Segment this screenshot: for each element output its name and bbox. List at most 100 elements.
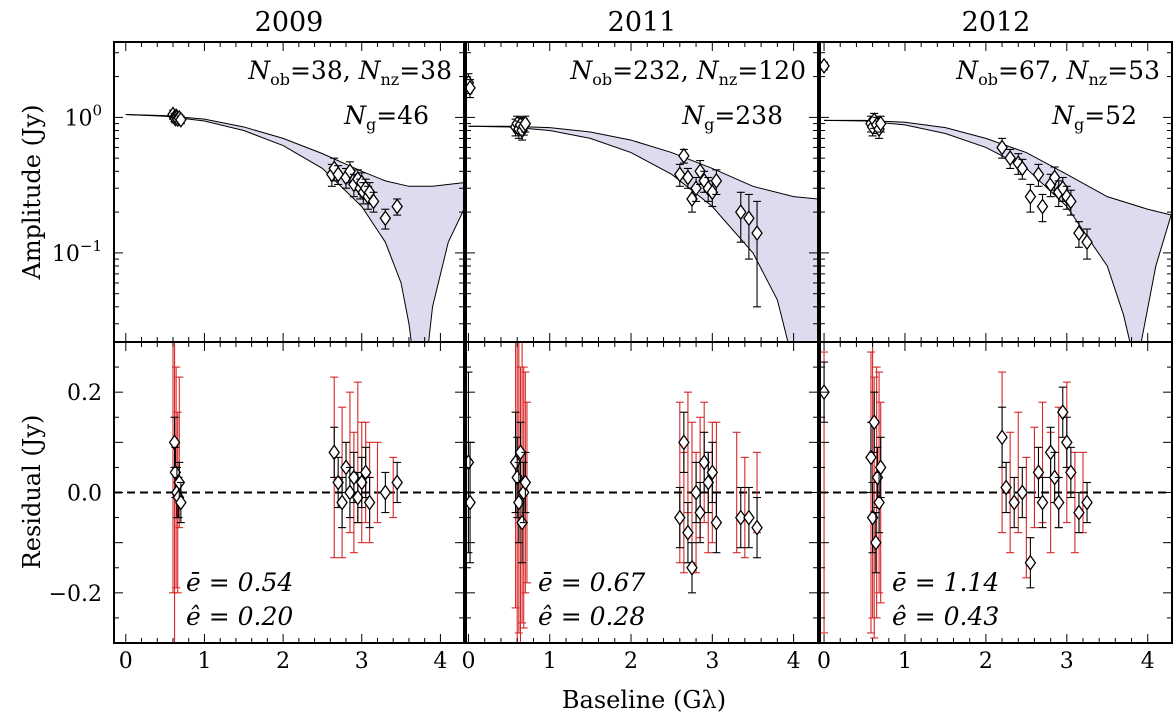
- data-point-8: [1004, 150, 1016, 167]
- data-point-10: [344, 484, 356, 501]
- y-tick-label: 10−1: [52, 237, 102, 267]
- data-point-20: [1073, 224, 1085, 242]
- y-tick-label: 0.0: [67, 482, 102, 507]
- data-point-18: [710, 514, 723, 531]
- data-point-10: [678, 147, 690, 164]
- data-point-14: [359, 464, 372, 481]
- data-point-7: [175, 111, 187, 128]
- e-hat-label: ê = 0.43: [892, 602, 999, 631]
- x-tick-label: 2: [276, 649, 290, 674]
- panel-title: 2011: [608, 7, 677, 38]
- data-point-15: [698, 454, 710, 471]
- data-point-20: [1065, 464, 1077, 481]
- panel-residual-1-frame: [113, 341, 465, 644]
- data-point-10: [1008, 494, 1021, 511]
- x-tick-label: 0: [817, 649, 831, 674]
- label-part: =53: [1107, 56, 1160, 85]
- bottom-y-axis-label: Residual (Jy): [18, 415, 46, 570]
- data-point-11: [682, 169, 694, 186]
- data-point-16: [702, 474, 715, 491]
- data-point-3: [868, 414, 881, 431]
- label-part: N: [1051, 101, 1075, 130]
- n-ob-nz-label: Nob=38, Nnz=38: [247, 56, 452, 89]
- data-point-8: [519, 115, 532, 132]
- x-tick-label: 3: [1060, 649, 1074, 674]
- y-tick-exponent: 0: [92, 101, 102, 119]
- data-point-11: [1016, 484, 1029, 501]
- data-point-17: [706, 184, 719, 201]
- data-point-5: [175, 494, 187, 511]
- subscript: ob: [270, 70, 290, 89]
- data-point-7: [874, 459, 887, 476]
- panel-residual-2: 0 1 2 3 4 ē = 0.67 ê = 0.28: [461, 341, 819, 674]
- model-upper-curve: [824, 119, 1172, 216]
- data-point-19: [734, 203, 747, 221]
- data-point-14: [1036, 494, 1049, 511]
- data-point-22: [1081, 494, 1093, 511]
- data-point-9: [674, 509, 686, 526]
- y-tick-label: 100: [64, 101, 102, 131]
- data-point-10: [678, 434, 690, 451]
- y-tick-label: 0.2: [67, 381, 102, 406]
- model-band: [824, 120, 1172, 342]
- data-point-17: [1052, 494, 1065, 511]
- data-point-4: [870, 534, 882, 551]
- e-hat-label: ê = 0.20: [186, 602, 293, 631]
- data-point-21: [1081, 234, 1093, 251]
- subscript: g: [1074, 115, 1084, 134]
- subscript: nz: [719, 70, 738, 89]
- data-point-17: [706, 464, 719, 481]
- y-tick-label: −0.2: [49, 582, 102, 607]
- data-point-5: [514, 444, 527, 461]
- label-part: N: [343, 101, 367, 130]
- panel-residual-2-frame: [465, 341, 819, 644]
- label-part: N: [955, 56, 979, 85]
- data-point-7: [332, 474, 344, 491]
- data-point-21: [367, 193, 380, 210]
- label-part: =46: [376, 101, 429, 130]
- data-point-18: [1056, 404, 1069, 421]
- data-point-12: [1032, 166, 1045, 183]
- x-tick-label: 4: [787, 649, 801, 674]
- label-part: =232,: [612, 56, 697, 85]
- data-point-12: [1024, 554, 1037, 571]
- n-ob-nz-label: Nob=232, Nnz=120: [569, 56, 806, 89]
- data-point-13: [690, 484, 702, 501]
- data-point-22: [379, 210, 392, 227]
- data-point-12: [352, 489, 364, 506]
- label-part: =67,: [998, 56, 1067, 85]
- data-point-11: [1024, 188, 1037, 205]
- x-tick-label: 0: [119, 649, 133, 674]
- data-point-11: [682, 524, 694, 541]
- data-point-21: [751, 224, 763, 242]
- label-part: =38: [399, 56, 452, 85]
- data-point-13: [355, 474, 368, 491]
- data-point-10: [1016, 160, 1029, 177]
- data-point-20: [743, 210, 755, 227]
- x-tick-label: 4: [1141, 649, 1155, 674]
- x-tick-label: 2: [979, 649, 993, 674]
- n-g-label: Ng=238: [681, 101, 783, 134]
- data-point-11: [348, 469, 360, 486]
- data-point-7: [996, 139, 1008, 156]
- x-tick-label: 1: [543, 649, 557, 674]
- data-point-14: [694, 504, 706, 521]
- data-point-15: [363, 494, 376, 511]
- top-y-axis-label: Amplitude (Jy): [18, 104, 46, 280]
- data-point-20: [743, 509, 755, 526]
- data-point-19: [734, 509, 747, 526]
- model-upper-curve: [468, 125, 818, 200]
- panel-residual-1-plot-area: [114, 342, 464, 643]
- model-upper-curve: [125, 114, 464, 187]
- x-tick-label: 4: [433, 649, 447, 674]
- panel-title: 2012: [962, 7, 1031, 38]
- data-point-19: [1065, 193, 1077, 210]
- panel-amplitude-3-plot-area: [820, 57, 1172, 342]
- data-point-16: [1048, 469, 1061, 486]
- label-part: N: [358, 56, 382, 85]
- data-point-6: [874, 115, 887, 132]
- model-lower-curve: [125, 114, 464, 342]
- panel-residual-2-plot-area: [466, 342, 818, 643]
